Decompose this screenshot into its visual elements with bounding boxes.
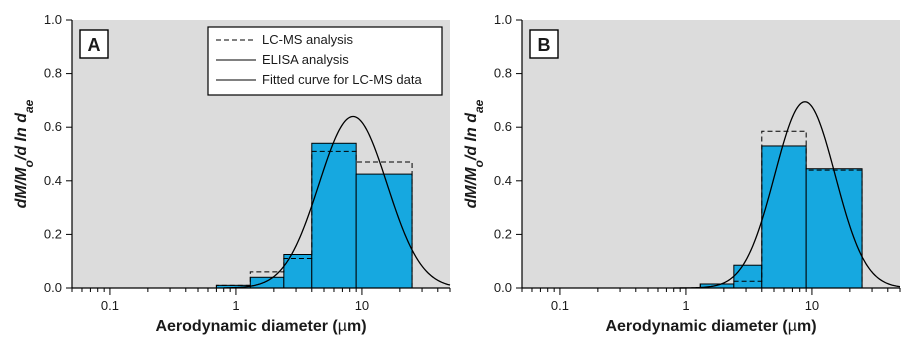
y-tick-label: 0.0 <box>494 280 512 295</box>
y-tick-label: 0.4 <box>494 173 512 188</box>
legend-label: Fitted curve for LC-MS data <box>262 72 422 87</box>
legend: LC-MS analysis ELISA analysis Fitted curve… <box>207 26 443 96</box>
y-tick-label: 0.8 <box>44 66 62 81</box>
x-tick-label: 1 <box>232 298 239 313</box>
y-tick-label: 1.0 <box>44 12 62 27</box>
legend-label: ELISA analysis <box>262 52 349 67</box>
elisa-bar <box>311 142 357 289</box>
y-tick-label: 0.2 <box>44 226 62 241</box>
x-tick-label: 1 <box>682 298 689 313</box>
x-tick-label: 10 <box>355 298 369 313</box>
legend-box <box>207 26 443 96</box>
x-tick-label: 10 <box>805 298 819 313</box>
x-axis-title: Aerodynamic diameter (µm) <box>155 318 366 335</box>
chart-panel-a: 0.0 0.2 0.4 0.6 0.8 1.0 0.1 1 10 Aerodynamic diam… <box>13 12 451 335</box>
y-tick-label: 0.0 <box>44 280 62 295</box>
elisa-bar <box>733 264 763 289</box>
x-axis-title: Aerodynamic diameter (µm) <box>605 318 816 335</box>
x-tick-label: 0.1 <box>101 298 119 313</box>
y-tick-label: 1.0 <box>494 12 512 27</box>
fitted-curve <box>673 101 901 289</box>
y-tick-label: 0.6 <box>44 119 62 134</box>
elisa-bar <box>761 145 807 289</box>
lcms-dashed-line <box>215 150 413 288</box>
y-tick-label: 0.6 <box>494 119 512 134</box>
y-tick-label: 0.4 <box>44 173 62 188</box>
y-tick-label: 0.2 <box>494 226 512 241</box>
elisa-bar <box>249 276 285 289</box>
y-tick-label: 0.8 <box>494 66 512 81</box>
chart-panel-b: 0.0 0.2 0.4 0.6 0.8 1.0 0.1 1 10 Aerodynamic diam… <box>463 12 901 335</box>
x-tick-label: 0.1 <box>551 298 569 313</box>
panel-label: A <box>88 35 101 55</box>
panel-label-box <box>79 29 109 59</box>
panel-label-box <box>529 29 559 59</box>
y-axis-title: dM/Mo/d ln dae <box>13 99 36 208</box>
legend-label: LC-MS analysis <box>262 32 354 47</box>
elisa-bar <box>805 168 863 289</box>
panel-label: B <box>538 35 551 55</box>
y-axis-title: dM/Mo/d ln dae <box>463 99 486 208</box>
fitted-curve <box>223 115 451 289</box>
